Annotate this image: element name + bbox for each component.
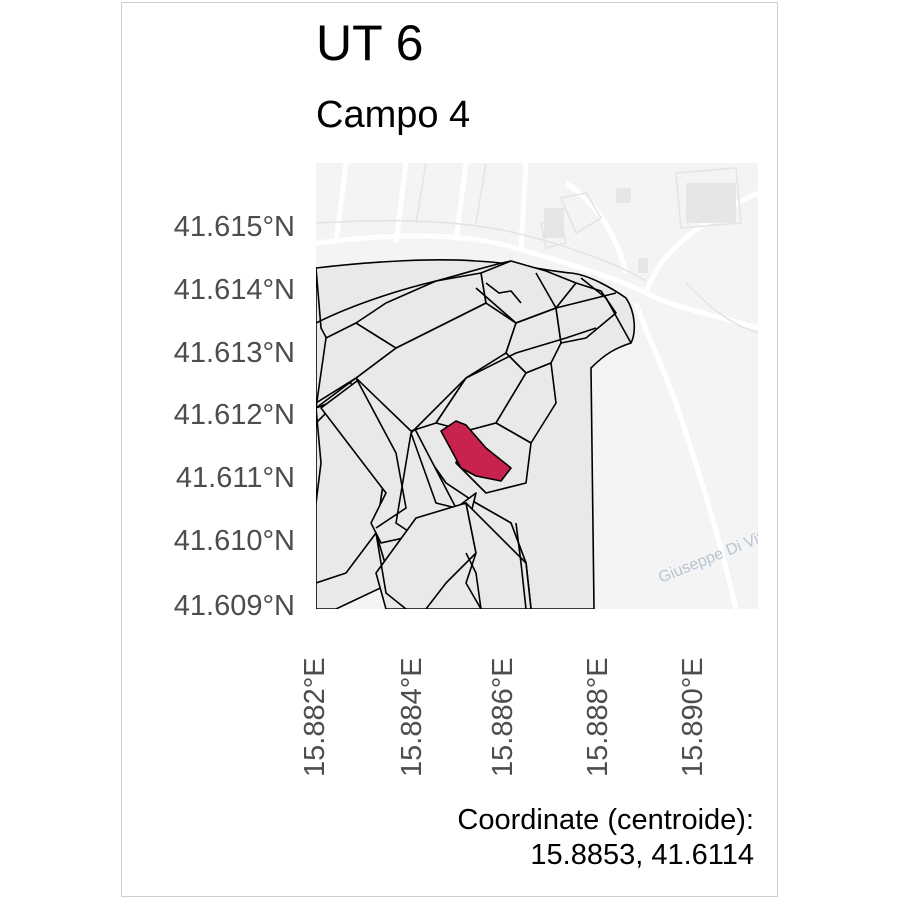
centroid-caption: Coordinate (centroide): 15.8853, 41.6114 (457, 803, 754, 873)
caption-line-1: Coordinate (centroide): (457, 804, 754, 836)
map-panel[interactable]: Giuseppe Di Vitt (316, 163, 758, 609)
y-tick-label: 41.611°N (175, 462, 295, 494)
parcel (465, 502, 532, 609)
basemap-roads (316, 163, 758, 609)
basemap-buildings (544, 183, 736, 273)
highlighted-parcel[interactable] (440, 420, 512, 482)
map-title: UT 6 (316, 15, 424, 71)
x-tick-label: 15.882°E (299, 657, 331, 777)
parcel (316, 407, 322, 504)
x-tick-label: 15.886°E (487, 657, 519, 777)
y-tick-label: 41.609°N (173, 590, 295, 622)
y-tick-label: 41.613°N (173, 337, 295, 369)
caption-line-2: 15.8853, 41.6114 (530, 838, 754, 871)
y-tick-label: 41.612°N (173, 399, 295, 431)
y-tick-label: 41.614°N (173, 274, 295, 306)
x-tick-label: 15.888°E (582, 657, 614, 777)
x-tick-label: 15.890°E (677, 657, 709, 777)
y-tick-label: 41.610°N (173, 525, 295, 557)
y-tick-label: 41.615°N (173, 211, 295, 243)
x-tick-label: 15.884°E (396, 657, 428, 777)
parcel (555, 282, 617, 344)
parcel-boundaries (316, 260, 632, 609)
map-subtitle: Campo 4 (316, 94, 471, 136)
parcel (495, 362, 557, 444)
